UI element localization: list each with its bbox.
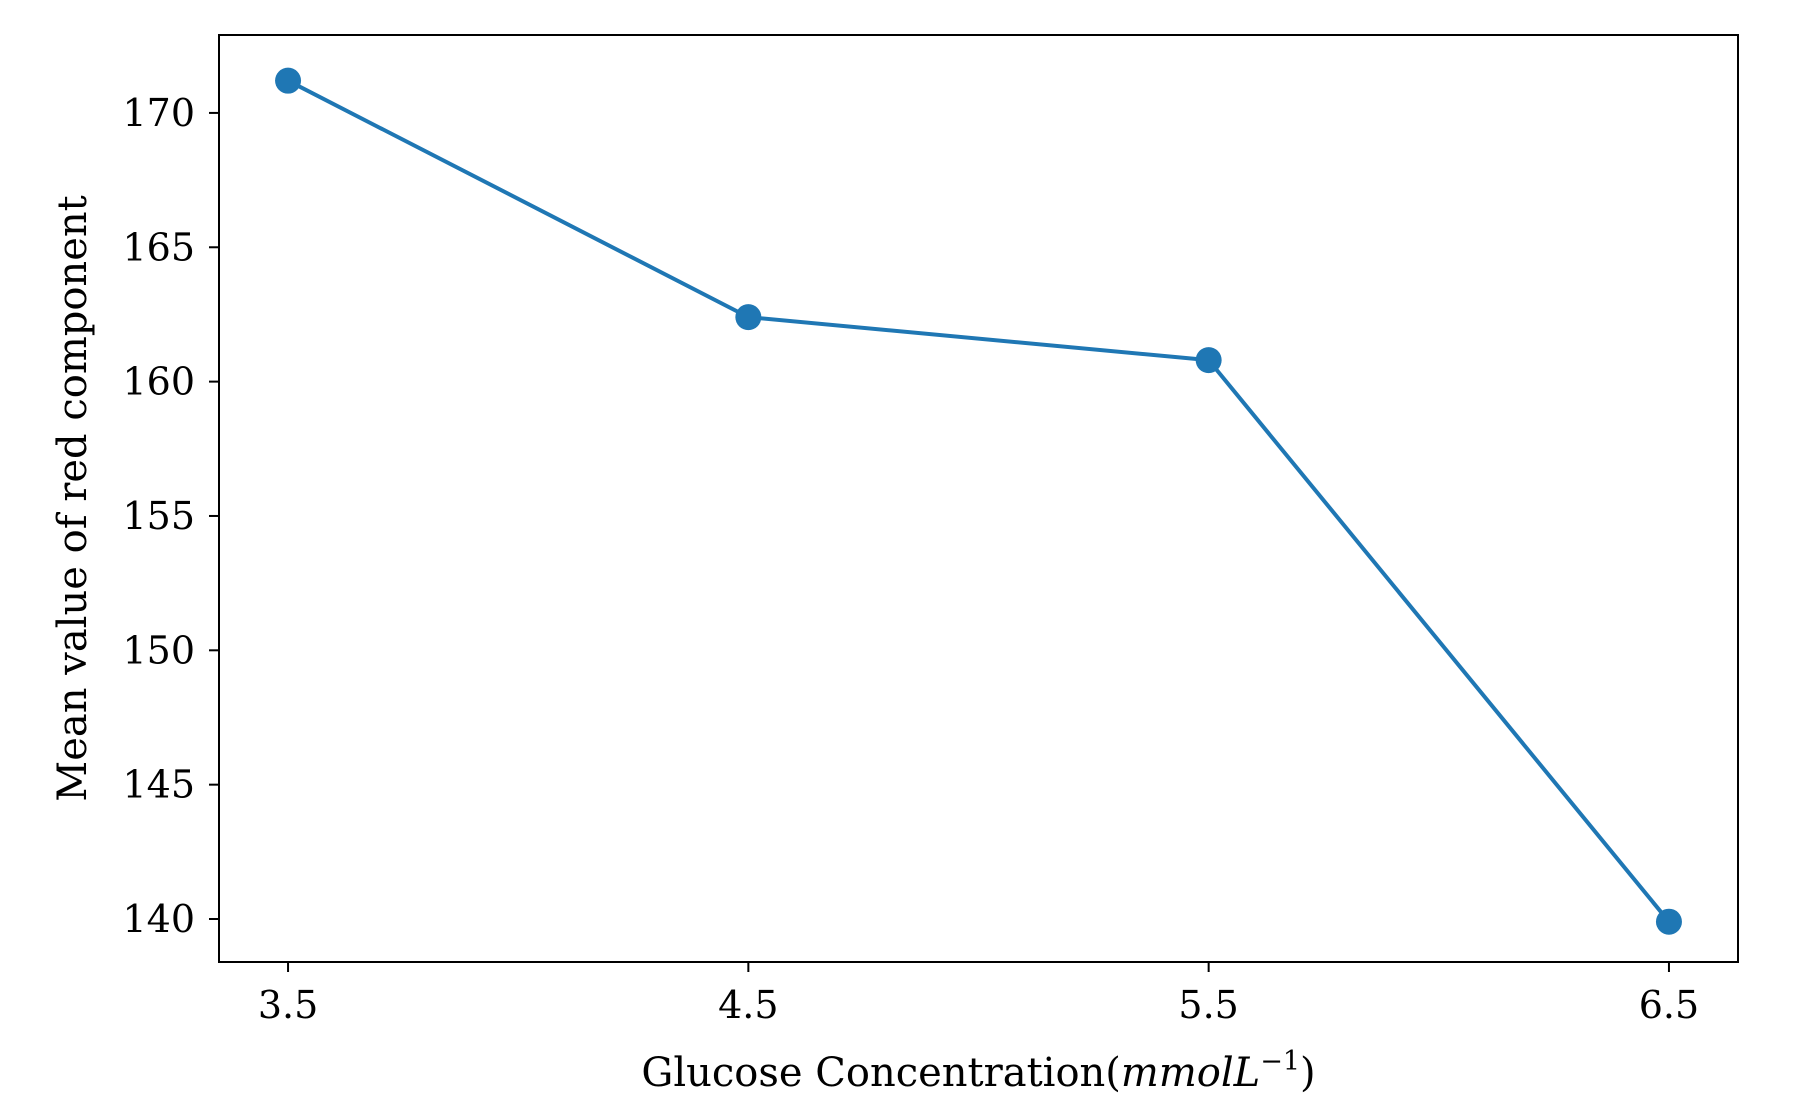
data-point [735, 304, 762, 331]
y-tick-label: 165 [122, 225, 195, 269]
x-axis-label: Glucose Concentration(mmolL−1) [641, 1046, 1315, 1096]
plot-area [275, 67, 1682, 935]
x-tick-label: 6.5 [1639, 983, 1699, 1027]
data-point [1195, 347, 1222, 374]
series-line [287, 78, 1671, 923]
y-tick-label: 160 [122, 360, 195, 404]
x-tick-label: 3.5 [258, 983, 318, 1027]
x-tick-label: 4.5 [718, 983, 778, 1027]
x-tick-label: 5.5 [1178, 983, 1238, 1027]
y-tick-label: 150 [122, 628, 195, 672]
x-axis-label-exponent: −1 [1260, 1046, 1300, 1077]
data-point [275, 67, 302, 94]
axes-frame [218, 34, 1739, 963]
y-axis: 140 145 150 155 160 165 170 [122, 91, 219, 941]
y-tick-label: 170 [122, 91, 195, 135]
y-axis-label: Mean value of red component [50, 195, 96, 801]
y-tick-label: 155 [122, 494, 195, 538]
y-tick-label: 145 [122, 763, 195, 807]
x-axis: 3.5 4.5 5.5 6.5 [258, 962, 1699, 1027]
y-tick-label: 140 [122, 897, 195, 941]
x-axis-label-close: ) [1300, 1050, 1316, 1096]
data-point [1655, 908, 1682, 935]
x-axis-label-unit: mmolL [1121, 1050, 1260, 1096]
x-axis-label-text: Glucose Concentration( [641, 1050, 1121, 1096]
